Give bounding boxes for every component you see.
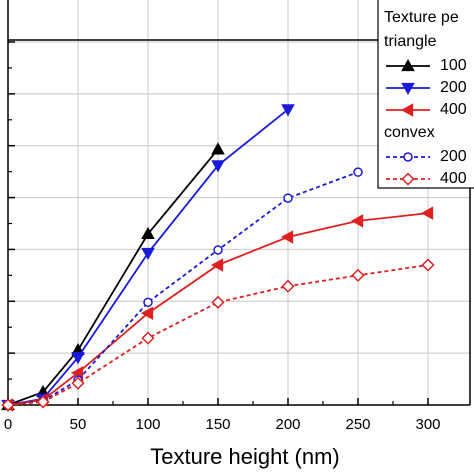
marker — [403, 152, 413, 162]
x-tick-label: 300 — [415, 416, 440, 433]
x-tick-label: 0 — [4, 416, 12, 433]
series-line — [7, 148, 219, 406]
marker — [401, 58, 415, 72]
x-tick-label: 50 — [70, 416, 87, 433]
marker — [71, 352, 85, 365]
marker — [211, 142, 225, 155]
legend-label: 400 — [440, 170, 467, 187]
series-line — [7, 264, 429, 406]
x-tick-label: 250 — [345, 416, 370, 433]
marker — [280, 230, 294, 244]
marker — [420, 206, 434, 220]
legend-group: triangle — [384, 33, 437, 50]
marker — [351, 268, 365, 282]
marker — [210, 258, 224, 272]
marker — [1, 398, 15, 412]
marker — [401, 82, 415, 96]
marker — [400, 103, 414, 117]
legend-label: 200 — [440, 79, 467, 96]
legend-title: Texture pe — [384, 9, 459, 26]
marker — [140, 306, 154, 320]
x-axis-label: Texture height (nm) — [150, 444, 340, 469]
marker — [71, 376, 85, 390]
marker — [141, 331, 155, 345]
marker — [283, 193, 293, 203]
legend-group: convex — [384, 124, 435, 141]
marker — [211, 295, 225, 309]
marker — [36, 395, 50, 409]
x-tick-label: 200 — [275, 416, 300, 433]
legend-label: 100 — [440, 57, 467, 74]
marker — [211, 160, 225, 173]
x-tick-label: 100 — [135, 416, 160, 433]
marker — [353, 167, 363, 177]
marker — [281, 104, 295, 117]
marker — [350, 214, 364, 228]
marker — [141, 247, 155, 261]
marker — [281, 279, 295, 293]
x-tick-label: 150 — [205, 416, 230, 433]
marker — [401, 172, 415, 186]
legend-label: 200 — [440, 148, 467, 165]
legend-label: 400 — [440, 101, 467, 118]
marker — [213, 245, 223, 255]
marker — [143, 297, 153, 308]
marker — [421, 258, 435, 272]
series-line — [7, 212, 429, 406]
marker — [141, 226, 155, 240]
